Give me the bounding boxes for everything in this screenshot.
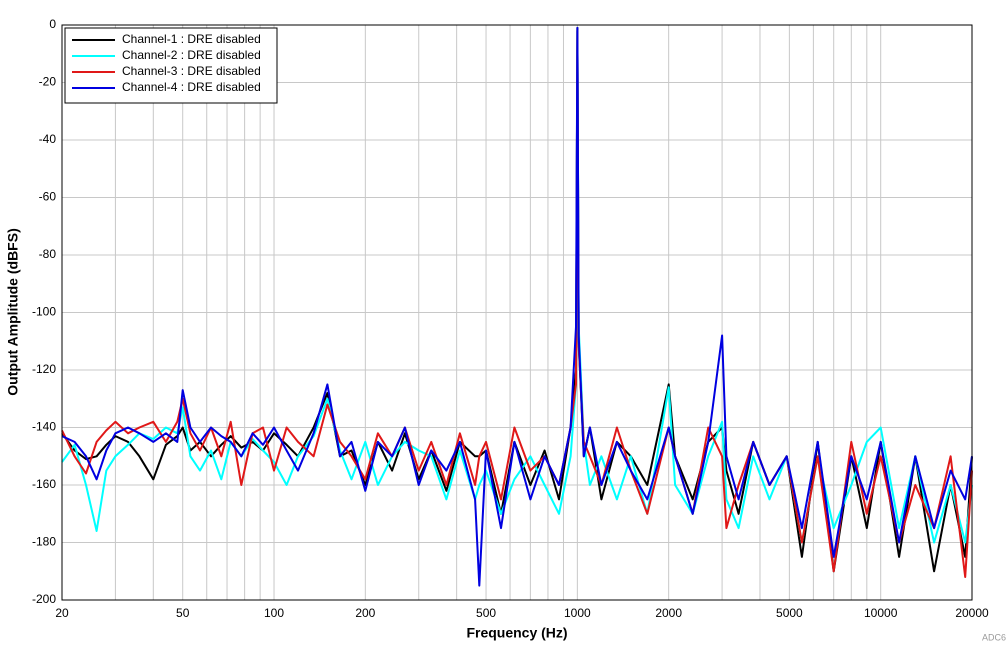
legend-label: Channel-2 : DRE disabled xyxy=(122,48,261,62)
series-line xyxy=(61,26,973,587)
x-tick-label: 50 xyxy=(176,606,190,620)
y-tick-label: -80 xyxy=(39,247,57,261)
y-tick-label: -60 xyxy=(39,190,57,204)
annotation: ADC6 xyxy=(982,632,1006,642)
y-tick-label: -20 xyxy=(39,75,57,89)
y-tick-label: 0 xyxy=(49,17,56,31)
x-tick-label: 500 xyxy=(476,606,496,620)
x-tick-label: 20000 xyxy=(955,606,989,620)
x-tick-label: 200 xyxy=(355,606,375,620)
y-tick-label: -40 xyxy=(39,132,57,146)
legend-label: Channel-3 : DRE disabled xyxy=(122,64,261,78)
legend: Channel-1 : DRE disabled Channel-2 : DRE … xyxy=(64,27,278,104)
y-tick-label: -140 xyxy=(32,420,56,434)
y-tick-label: -200 xyxy=(32,592,56,606)
y-tick-label: -180 xyxy=(32,535,56,549)
y-tick-label: -160 xyxy=(32,477,56,491)
x-tick-label: 1000 xyxy=(564,606,591,620)
plot-border xyxy=(61,24,973,601)
y-tick-label: -100 xyxy=(32,305,56,319)
y-axis-label: Output Amplitude (dBFS) xyxy=(5,228,21,395)
x-tick-label: 100 xyxy=(264,606,284,620)
x-axis-label: Frequency (Hz) xyxy=(466,625,567,641)
x-tick-label: 20 xyxy=(55,606,69,620)
x-tick-label: 10000 xyxy=(864,606,898,620)
y-tick-label: -120 xyxy=(32,362,56,376)
legend-label: Channel-1 : DRE disabled xyxy=(122,32,261,46)
legend-label: Channel-4 : DRE disabled xyxy=(122,80,261,94)
x-tick-label: 5000 xyxy=(776,606,803,620)
x-tick-label: 2000 xyxy=(655,606,682,620)
